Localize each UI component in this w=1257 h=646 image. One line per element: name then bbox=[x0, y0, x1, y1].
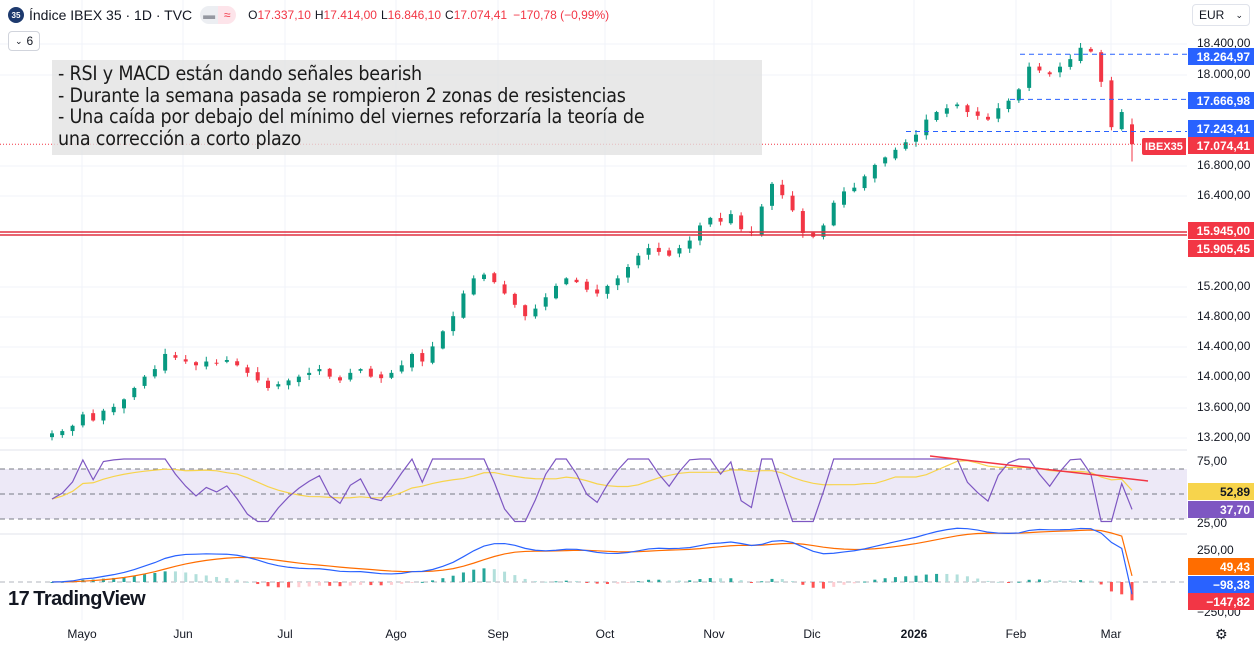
axis-tick-label: 16.400,00 bbox=[1197, 188, 1251, 202]
axis-tick-label: 16.800,00 bbox=[1197, 158, 1251, 172]
axis-tick-label: 25,00 bbox=[1197, 516, 1228, 530]
chevron-down-icon: ⌄ bbox=[15, 35, 23, 46]
symbol-title[interactable]: Índice IBEX 35 · 1D · TVC bbox=[29, 7, 193, 23]
price-label: 52,89 bbox=[1188, 483, 1254, 500]
indicators-collapse-button[interactable]: ⌄ 6 bbox=[8, 31, 41, 51]
axis-tick-label: 18.400,00 bbox=[1197, 36, 1251, 50]
price-label: 15.945,00 bbox=[1188, 222, 1254, 239]
axis-tick-label: 14.800,00 bbox=[1197, 309, 1251, 323]
time-tick-label: Jul bbox=[277, 627, 293, 641]
chevron-down-icon: ⌄ bbox=[1235, 9, 1243, 20]
market-closed-icon: ▬ bbox=[200, 6, 219, 24]
indicators-count: 6 bbox=[26, 34, 34, 48]
currency-value: EUR bbox=[1199, 8, 1225, 22]
close-label: C bbox=[445, 8, 454, 22]
price-label: 17.074,41 bbox=[1188, 137, 1254, 154]
high-label: H bbox=[314, 8, 324, 22]
price-label: 17.666,98 bbox=[1188, 92, 1254, 109]
tradingview-logo[interactable]: 17 TradingView bbox=[8, 588, 146, 611]
price-label: 37,70 bbox=[1188, 501, 1254, 518]
high-value: 17.414,00 bbox=[323, 8, 377, 22]
price-label: 15.905,45 bbox=[1188, 240, 1254, 257]
close-value: 17.074,41 bbox=[453, 8, 508, 22]
time-tick-label: 2026 bbox=[900, 627, 928, 641]
change-value: −170,78 (−0,99%) bbox=[513, 8, 610, 22]
logo-text: TradingView bbox=[33, 588, 146, 610]
time-tick-label: Jun bbox=[173, 627, 193, 641]
price-label: 18.264,97 bbox=[1188, 48, 1254, 65]
symbol-price-tag: IBEX35 bbox=[1142, 138, 1186, 155]
time-tick-label: Dic bbox=[803, 627, 821, 641]
axis-tick-label: 13.600,00 bbox=[1197, 400, 1251, 414]
time-tick-label: Ago bbox=[385, 627, 407, 641]
price-label: −98,38 bbox=[1188, 576, 1254, 593]
annotation-line: - Una caída por debajo del mínimo del vi… bbox=[58, 105, 645, 128]
axis-tick-label: 250,00 bbox=[1197, 543, 1234, 557]
price-label: −147,82 bbox=[1188, 593, 1254, 610]
low-label: L bbox=[380, 8, 388, 22]
chart-area[interactable] bbox=[0, 0, 1187, 620]
open-label: O bbox=[248, 8, 258, 22]
annotation-line: - Durante la semana pasada se rompieron … bbox=[58, 83, 626, 107]
price-label: 49,43 bbox=[1188, 558, 1254, 575]
price-label: 17.243,41 bbox=[1188, 120, 1254, 137]
time-tick-label: Mar bbox=[1100, 627, 1122, 641]
axis-tick-label: 75,00 bbox=[1197, 454, 1228, 468]
text-annotation[interactable]: - RSI y MACD están dando señales bearish… bbox=[52, 60, 762, 155]
axis-tick-label: 14.000,00 bbox=[1197, 369, 1251, 383]
time-tick-label: Nov bbox=[703, 627, 725, 641]
annotation-line: una corrección a corto plazo bbox=[58, 126, 302, 150]
axis-tick-label: 14.400,00 bbox=[1197, 339, 1251, 353]
open-value: 17.337,10 bbox=[257, 8, 311, 22]
annotation-line: - RSI y MACD están dando señales bearish bbox=[58, 62, 422, 85]
symbol-legend: 35 Índice IBEX 35 · 1D · TVC ▬ ≈ O 17.337… bbox=[8, 6, 609, 24]
currency-select[interactable]: EUR ⌄ bbox=[1192, 4, 1250, 26]
axis-tick-label: 13.200,00 bbox=[1197, 430, 1251, 444]
tradingview-mark-icon: 17 bbox=[8, 588, 30, 610]
chart-canvas[interactable] bbox=[0, 0, 1187, 620]
time-tick-label: Feb bbox=[1005, 627, 1027, 641]
time-tick-label: Mayo bbox=[67, 627, 97, 641]
symbol-logo-icon: 35 bbox=[8, 7, 24, 23]
time-tick-label: Sep bbox=[487, 627, 509, 641]
time-tick-label: Oct bbox=[595, 627, 615, 641]
data-delayed-icon: ≈ bbox=[218, 6, 237, 24]
market-status[interactable]: ▬ ≈ bbox=[200, 6, 237, 24]
low-value: 16.846,10 bbox=[387, 8, 442, 22]
axis-tick-label: 15.200,00 bbox=[1197, 279, 1251, 293]
axis-tick-label: 18.000,00 bbox=[1197, 67, 1251, 81]
settings-gear-icon[interactable]: ⚙ bbox=[1215, 626, 1228, 642]
